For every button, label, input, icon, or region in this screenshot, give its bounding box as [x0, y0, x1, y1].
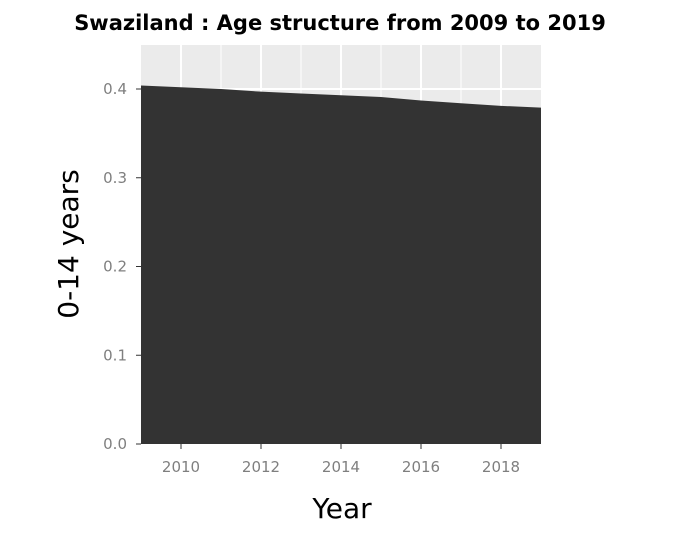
y-tick-label: 0.3: [103, 169, 127, 187]
x-axis-title: Year: [311, 492, 372, 525]
chart-title: Swaziland : Age structure from 2009 to 2…: [74, 11, 606, 35]
x-tick-label: 2018: [482, 458, 520, 476]
series-area: [141, 85, 541, 444]
y-tick-label: 0.4: [103, 80, 127, 98]
y-tick-label: 0.2: [103, 258, 127, 276]
y-tick-label: 0.0: [103, 435, 127, 453]
x-tick-label: 2014: [322, 458, 360, 476]
x-tick-label: 2010: [162, 458, 200, 476]
x-tick-label: 2012: [242, 458, 280, 476]
axes: 2010 2012 2014 2016 2018 0.0 0.1 0.2 0.3 0.4: [103, 80, 520, 476]
y-axis-title: 0-14 years: [52, 169, 85, 319]
x-tick-label: 2016: [402, 458, 440, 476]
y-tick-label: 0.1: [103, 346, 127, 364]
